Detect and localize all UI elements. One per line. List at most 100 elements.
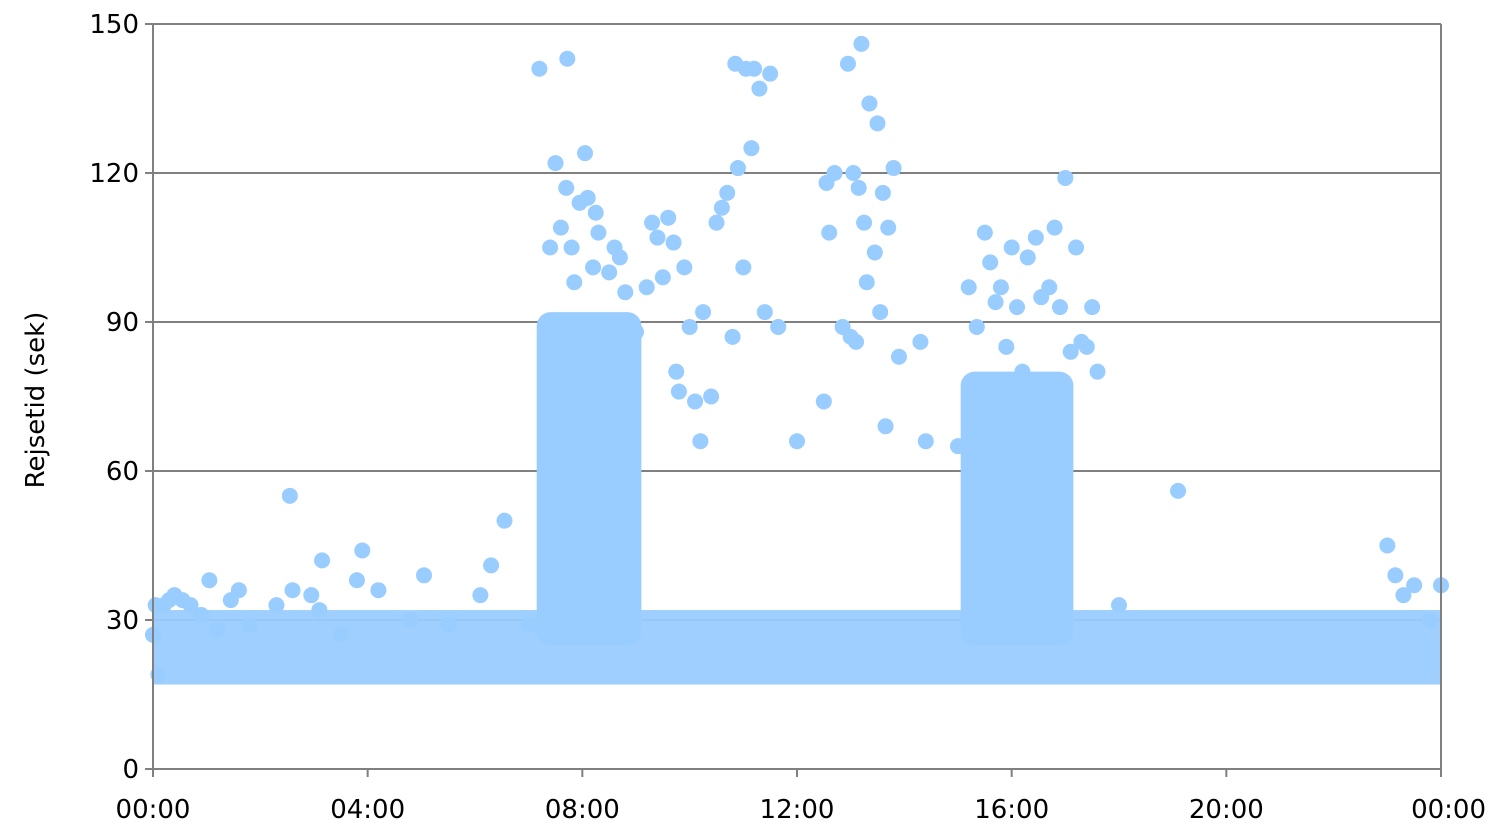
data-point-47 bbox=[611, 249, 628, 266]
data-point-72 bbox=[743, 140, 760, 157]
data-point-117 bbox=[1041, 279, 1058, 296]
y-tick-label-150: 150 bbox=[89, 10, 139, 40]
data-point-9 bbox=[201, 572, 218, 589]
data-point-22 bbox=[354, 542, 371, 559]
data-point-25 bbox=[416, 567, 433, 584]
axes bbox=[145, 23, 1442, 777]
x-tick-label-0: 00:00 bbox=[116, 795, 191, 825]
data-point-124 bbox=[1078, 338, 1095, 355]
data-point-95 bbox=[872, 304, 889, 321]
data-point-31 bbox=[531, 60, 548, 77]
x-tick-label-5: 20:00 bbox=[1189, 795, 1264, 825]
data-point-53 bbox=[654, 269, 671, 286]
data-point-104 bbox=[960, 279, 977, 296]
data-point-96 bbox=[874, 184, 891, 201]
data-point-130 bbox=[1387, 567, 1404, 584]
data-point-89 bbox=[853, 35, 870, 52]
tick-labels: 0 30 60 90 120 150 00:00 04:00 08:00 12:00 16:00 20… bbox=[89, 10, 1486, 825]
data-point-112 bbox=[1009, 299, 1026, 316]
data-point-86 bbox=[845, 165, 862, 181]
y-tick-label-30: 30 bbox=[106, 606, 139, 636]
y-tick-label-90: 90 bbox=[106, 308, 139, 338]
y-tick-label-0: 0 bbox=[122, 755, 139, 785]
data-point-23 bbox=[370, 582, 387, 599]
data-point-36 bbox=[559, 50, 576, 67]
data-point-54 bbox=[660, 209, 677, 226]
data-point-131 bbox=[1395, 587, 1412, 604]
x-tick-label-2: 08:00 bbox=[545, 795, 620, 825]
data-point-67 bbox=[724, 328, 741, 345]
data-point-109 bbox=[992, 279, 1009, 296]
gridlines bbox=[153, 23, 1441, 621]
data-point-27 bbox=[472, 587, 489, 604]
data-point-40 bbox=[577, 145, 594, 162]
data-point-33 bbox=[547, 155, 564, 172]
data-point-45 bbox=[601, 264, 618, 281]
data-point-106 bbox=[976, 224, 993, 241]
data-point-122 bbox=[1068, 239, 1085, 256]
y-tick-label-60: 60 bbox=[106, 457, 139, 487]
data-point-12 bbox=[230, 582, 247, 599]
y-tick-label-120: 120 bbox=[89, 159, 139, 189]
data-point-78 bbox=[789, 433, 805, 450]
data-point-84 bbox=[839, 55, 856, 72]
data-point-37 bbox=[563, 239, 580, 256]
data-point-59 bbox=[681, 318, 698, 335]
data-point-64 bbox=[708, 214, 725, 231]
data-point-129 bbox=[1379, 537, 1396, 554]
data-point-90 bbox=[856, 214, 873, 231]
data-point-99 bbox=[885, 160, 902, 177]
data-point-98 bbox=[880, 219, 897, 236]
data-point-19 bbox=[314, 552, 331, 569]
x-tick-label-3: 12:00 bbox=[760, 795, 835, 825]
data-point-102 bbox=[917, 433, 934, 450]
data-point-75 bbox=[756, 304, 773, 321]
data-point-108 bbox=[987, 294, 1004, 311]
data-point-79 bbox=[815, 393, 832, 410]
data-point-34 bbox=[552, 219, 569, 236]
data-point-125 bbox=[1084, 299, 1101, 316]
data-point-91 bbox=[858, 274, 875, 291]
data-point-87 bbox=[848, 333, 865, 350]
data-point-121 bbox=[1062, 343, 1079, 360]
data-point-44 bbox=[590, 224, 607, 241]
morning-peak-cloud bbox=[536, 312, 642, 645]
data-point-76 bbox=[762, 65, 779, 82]
data-point-81 bbox=[821, 224, 838, 241]
data-point-100 bbox=[890, 348, 907, 365]
data-point-92 bbox=[861, 95, 878, 112]
data-point-118 bbox=[1046, 219, 1063, 236]
data-point-107 bbox=[982, 254, 999, 271]
data-point-111 bbox=[1003, 239, 1020, 256]
data-point-110 bbox=[998, 338, 1015, 355]
data-point-16 bbox=[284, 582, 301, 599]
data-point-55 bbox=[665, 234, 682, 251]
data-point-93 bbox=[866, 244, 883, 261]
data-point-66 bbox=[719, 184, 736, 201]
data-point-94 bbox=[869, 115, 886, 132]
data-point-42 bbox=[585, 259, 602, 276]
data-point-126 bbox=[1089, 363, 1106, 380]
data-point-114 bbox=[1019, 249, 1036, 266]
baseline-cloud bbox=[153, 610, 1441, 685]
data-point-28 bbox=[483, 557, 500, 574]
data-point-21 bbox=[348, 572, 365, 589]
data-point-62 bbox=[695, 304, 712, 321]
data-point-32 bbox=[542, 239, 559, 256]
data-point-101 bbox=[912, 333, 929, 350]
afternoon-peak-cloud bbox=[960, 371, 1074, 645]
data-point-61 bbox=[692, 433, 709, 450]
data-point-82 bbox=[826, 165, 843, 181]
data-point-17 bbox=[303, 587, 320, 604]
data-point-58 bbox=[676, 259, 693, 276]
x-tick-label-1: 04:00 bbox=[330, 795, 405, 825]
data-point-50 bbox=[638, 279, 655, 296]
data-point-38 bbox=[566, 274, 583, 291]
data-point-115 bbox=[1027, 229, 1044, 246]
data-point-70 bbox=[735, 259, 752, 276]
data-point-132 bbox=[1406, 577, 1423, 594]
data-point-77 bbox=[770, 318, 787, 335]
data-point-51 bbox=[644, 214, 661, 231]
